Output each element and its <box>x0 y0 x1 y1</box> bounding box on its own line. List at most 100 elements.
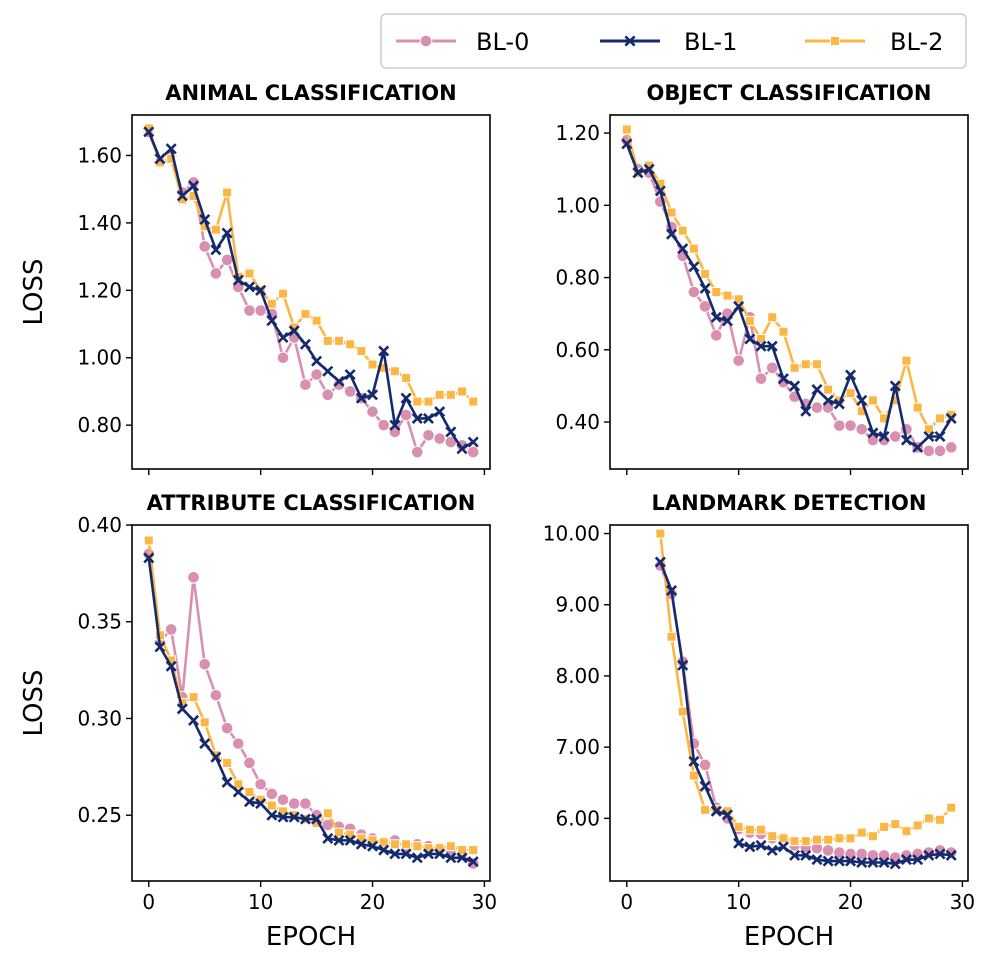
data-point <box>445 841 456 852</box>
legend-label-bl-2: BL-2 <box>890 28 943 56</box>
y-tick-label: 0.60 <box>555 338 600 362</box>
data-point <box>244 787 255 797</box>
data-point <box>254 777 267 791</box>
data-point <box>344 834 356 846</box>
data-point <box>423 396 434 407</box>
data-point <box>789 836 800 847</box>
data-point <box>165 143 177 155</box>
data-point <box>732 354 745 367</box>
legend: BL-0 BL-1 BL-2 <box>380 13 967 69</box>
data-point <box>677 225 688 236</box>
data-point <box>311 355 323 367</box>
data-point <box>632 167 644 179</box>
data-point <box>188 180 200 192</box>
data-point <box>845 855 857 867</box>
y-tick-label: 1.20 <box>77 278 122 302</box>
data-point <box>811 359 822 370</box>
data-point <box>209 267 223 280</box>
series-bl-1 <box>621 138 957 453</box>
data-point <box>912 402 923 413</box>
data-point <box>655 528 666 539</box>
data-point <box>733 294 744 305</box>
data-point <box>821 844 835 857</box>
data-point <box>466 445 480 459</box>
data-point <box>266 809 278 821</box>
data-point <box>266 298 277 309</box>
panel-animal-classification: ANIMAL CLASSIFICATION 0.80 1.00 1.20 1.40 1.6… <box>19 81 491 475</box>
data-point <box>677 706 688 717</box>
data-point <box>766 340 778 352</box>
data-point <box>434 406 446 418</box>
data-point <box>666 228 678 240</box>
axes-frame <box>609 114 969 470</box>
axes-frame <box>131 524 491 882</box>
data-point <box>766 844 778 856</box>
data-point <box>467 436 479 448</box>
data-point <box>457 386 468 397</box>
data-point <box>811 834 822 845</box>
data-point <box>220 721 234 735</box>
y-tick-label: 7.00 <box>555 735 600 759</box>
data-point <box>901 355 912 366</box>
y-axis-label: LOSS <box>19 258 49 325</box>
data-point <box>332 378 346 392</box>
data-point <box>389 848 401 860</box>
data-point <box>935 814 946 825</box>
data-point <box>445 389 456 400</box>
data-point <box>789 380 801 392</box>
data-point <box>912 820 923 831</box>
data-point <box>154 641 166 653</box>
data-point <box>711 287 722 297</box>
data-point <box>233 779 244 790</box>
panel-attribute-classification: ATTRIBUTE CLASSIFICATION 0 10 20 30 0.25 0.30 0… <box>19 491 497 952</box>
legend-frame <box>380 13 967 69</box>
data-point <box>946 802 957 813</box>
data-point <box>845 833 856 844</box>
data-point <box>845 369 857 381</box>
data-point <box>856 394 868 406</box>
data-point <box>755 839 767 851</box>
data-point <box>944 441 958 454</box>
y-tick-label: 0.80 <box>77 413 122 437</box>
data-point <box>889 858 901 870</box>
data-point <box>422 428 435 442</box>
data-point <box>412 396 423 407</box>
data-point <box>366 405 379 418</box>
data-point <box>176 190 188 202</box>
series-line <box>625 143 953 449</box>
x-tick-label: 0 <box>142 890 155 914</box>
series-bl-2 <box>143 535 479 856</box>
x-tick-label: 10 <box>726 890 751 914</box>
data-point <box>222 757 233 768</box>
data-point <box>867 856 879 869</box>
data-point <box>800 405 812 417</box>
data-point <box>344 369 356 381</box>
data-point <box>243 304 256 317</box>
legend-marker-bl-2 <box>830 36 840 46</box>
data-point <box>789 362 800 373</box>
data-point <box>210 224 221 235</box>
legend-entry-bl-2: BL-2 <box>805 28 943 56</box>
data-point <box>733 821 744 832</box>
data-point <box>355 392 367 404</box>
data-point <box>456 852 468 864</box>
data-point <box>311 315 322 326</box>
data-point <box>300 308 311 319</box>
legend-marker-shape <box>419 34 433 48</box>
data-point <box>434 848 446 860</box>
y-tick-label: 0.40 <box>77 513 122 537</box>
data-point <box>677 243 689 255</box>
data-point <box>143 552 155 564</box>
data-point <box>222 187 233 198</box>
data-point <box>289 810 300 821</box>
data-point <box>378 837 389 848</box>
data-point <box>199 213 211 226</box>
data-point <box>811 384 823 396</box>
data-point <box>333 335 344 346</box>
series-line <box>625 139 952 453</box>
legend-label-bl-1: BL-1 <box>684 28 737 56</box>
data-point <box>811 854 823 866</box>
data-point <box>277 811 289 823</box>
data-point <box>343 385 357 398</box>
data-point <box>445 426 457 438</box>
